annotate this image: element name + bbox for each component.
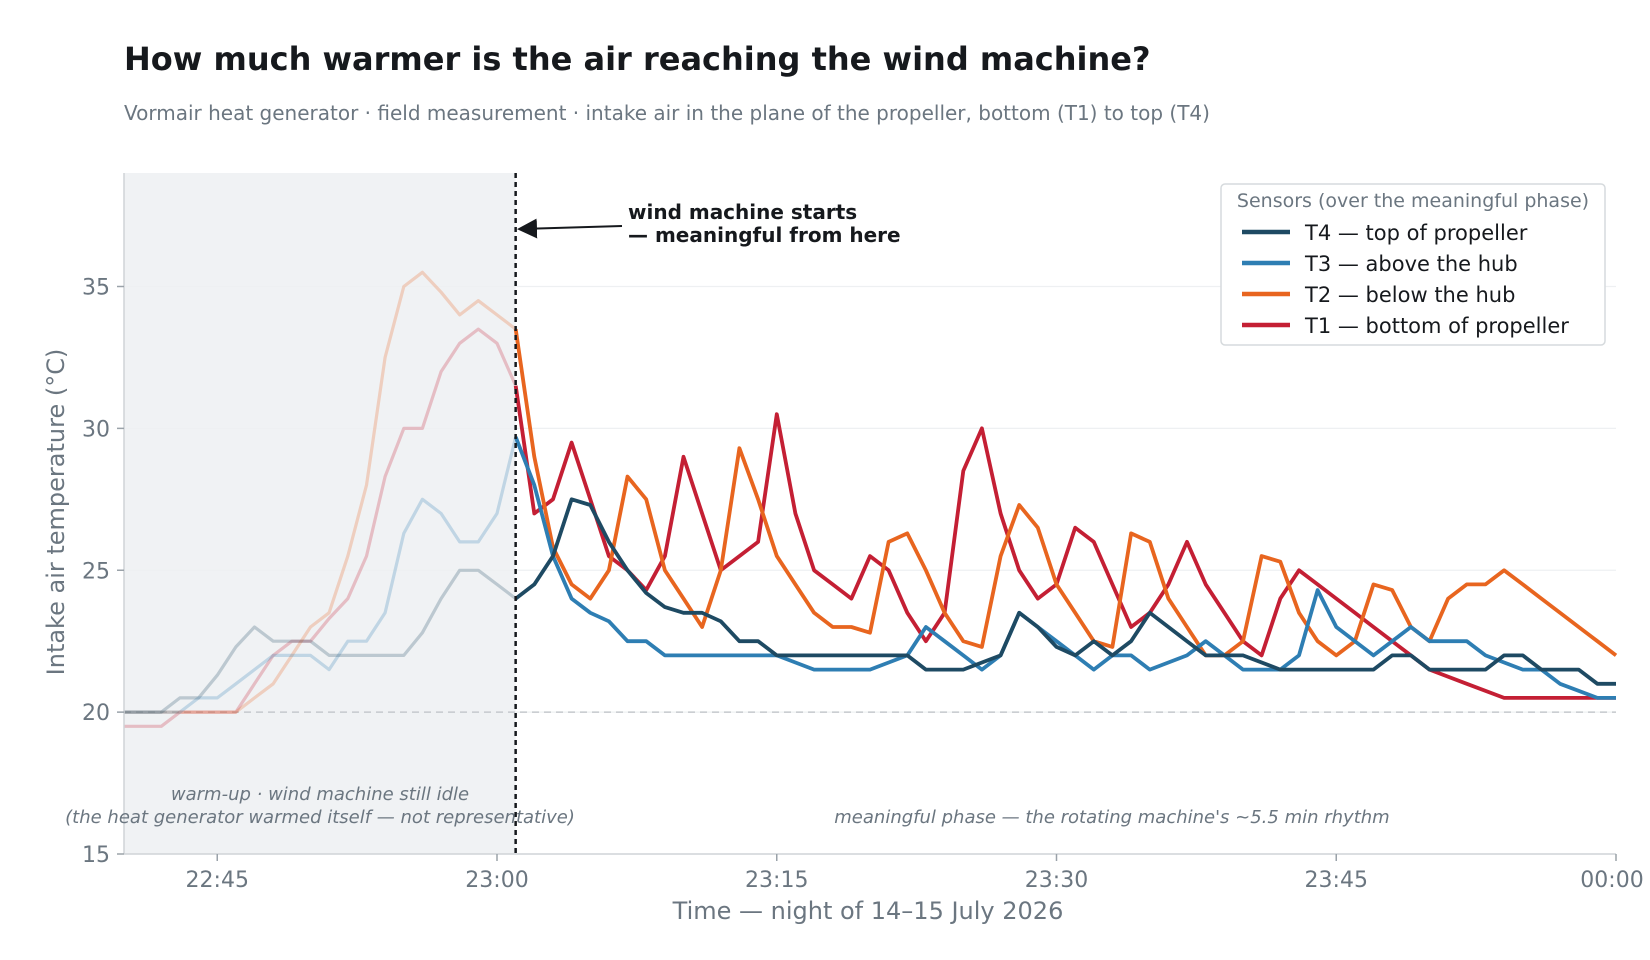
series-line: [514, 497, 1616, 686]
y-tick-label: 35: [82, 276, 110, 301]
meaningful-phase-annotation: meaningful phase — the rotating machine'…: [834, 807, 1389, 828]
series-line: [513, 328, 1618, 658]
x-axis-title: Time — night of 14–15 July 2026: [672, 897, 1064, 925]
start-annotation-arrow: [517, 218, 623, 239]
legend: Sensors (over the meaningful phase) T4 —…: [1220, 183, 1606, 346]
start-annotation-line1: wind machine starts: [628, 200, 857, 224]
y-tick-label: 30: [82, 417, 110, 442]
x-tick-label: 22:45: [186, 868, 249, 893]
series-line-warmup: [124, 436, 518, 714]
warmup-annotation-line1: warm-up · wind machine still idle: [171, 784, 469, 805]
legend-label: T2 — below the hub: [1304, 283, 1515, 307]
x-tick-label: 23:45: [1305, 868, 1368, 893]
series-layer: [124, 270, 1618, 728]
x-tick-label: 23:15: [745, 868, 808, 893]
chart-subtitle: Vormair heat generator · field measureme…: [124, 101, 1210, 125]
x-tick-label: 23:00: [465, 868, 528, 893]
y-tick-label: 20: [82, 701, 110, 726]
warmup-annotation-line2: (the heat generator warmed itself — not …: [65, 807, 575, 828]
series-line-warmup: [124, 568, 517, 714]
legend-label: T1 — bottom of propeller: [1304, 314, 1569, 338]
chart-title: How much warmer is the air reaching the …: [124, 40, 1151, 78]
y-tick-label: 25: [82, 559, 110, 584]
x-tick-label: 00:00: [1580, 868, 1643, 893]
series-line: [513, 436, 1616, 700]
series-line-warmup: [124, 327, 518, 728]
legend-label: T4 — top of propeller: [1304, 221, 1528, 245]
legend-title: Sensors (over the meaningful phase): [1237, 190, 1589, 212]
start-annotation-line2: — meaningful from here: [628, 223, 901, 247]
y-tick-label: 15: [82, 843, 110, 868]
series-line-warmup: [124, 270, 517, 714]
legend-label: T3 — above the hub: [1304, 252, 1518, 276]
tick-labels: 15 20 25 30 35 22:45 23:00 23:15 23:30 23:45 00:00: [82, 276, 1644, 894]
x-tick-label: 23:30: [1025, 868, 1088, 893]
series-line: [513, 385, 1616, 700]
legend-box: [1220, 183, 1606, 346]
y-axis-title: Intake air temperature (°C): [42, 349, 70, 676]
warmup-shaded-region: [124, 173, 516, 854]
